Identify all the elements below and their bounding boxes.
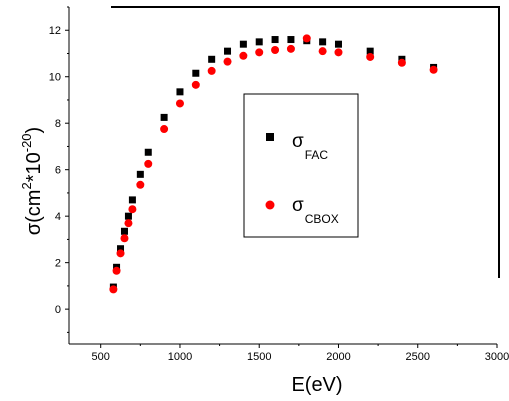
data-point-circle xyxy=(207,66,216,75)
data-point-square xyxy=(136,170,144,178)
data-points xyxy=(109,34,438,294)
legend-marker-cbox xyxy=(265,200,275,210)
data-point-circle xyxy=(255,48,264,57)
legend-marker-fac xyxy=(266,133,274,141)
data-point-square xyxy=(144,148,152,156)
data-point-circle xyxy=(175,99,184,108)
data-point-square xyxy=(124,212,132,220)
data-point-square xyxy=(239,40,247,48)
data-point-circle xyxy=(334,48,343,57)
data-point-square xyxy=(120,227,128,235)
data-point-circle xyxy=(318,47,327,56)
data-point-square xyxy=(287,36,295,44)
data-point-circle xyxy=(239,51,248,60)
data-point-circle xyxy=(366,52,375,61)
data-point-square xyxy=(176,88,184,96)
y-axis-label: σ(cm2*10-20) xyxy=(19,127,45,235)
series-cbox xyxy=(109,34,438,294)
data-point-circle xyxy=(128,205,137,214)
legend-subscript-fac: FAC xyxy=(305,148,329,162)
data-point-circle xyxy=(429,65,438,74)
x-axis-label: E(eV) xyxy=(291,374,342,396)
x-tick-label: 1500 xyxy=(247,351,271,363)
data-point-square xyxy=(128,196,136,204)
data-point-square xyxy=(366,47,374,55)
x-tick-label: 1000 xyxy=(168,351,192,363)
y-axis-label-suffix: ) xyxy=(23,127,45,134)
y-tick-label: 4 xyxy=(55,211,61,223)
legend-subscript-cbox: CBOX xyxy=(305,212,339,226)
data-point-square xyxy=(271,36,279,44)
legend-label-fac: σFAC xyxy=(292,131,328,162)
data-point-square xyxy=(192,69,200,77)
data-point-square xyxy=(224,47,232,55)
data-point-circle xyxy=(144,159,153,168)
data-point-circle xyxy=(124,219,133,228)
data-point-circle xyxy=(286,44,295,53)
data-point-circle xyxy=(302,34,311,43)
data-point-circle xyxy=(223,57,232,66)
data-point-circle xyxy=(271,45,280,54)
x-tick-label: 3000 xyxy=(485,351,509,363)
y-tick-label: 10 xyxy=(49,72,61,84)
data-point-circle xyxy=(191,80,200,89)
data-point-square xyxy=(319,38,327,46)
x-tick-label: 2000 xyxy=(326,351,350,363)
data-point-square xyxy=(334,40,342,48)
y-tick-label: 12 xyxy=(49,25,61,37)
y-axis-label-sup1: 2 xyxy=(19,182,34,189)
y-tick-label: 2 xyxy=(55,258,61,270)
data-point-circle xyxy=(397,58,406,67)
data-point-square xyxy=(255,38,263,46)
y-tick-label: 8 xyxy=(55,118,61,130)
data-point-circle xyxy=(116,249,125,258)
legend-symbol-fac: σ xyxy=(292,131,304,152)
x-tick-label: 2500 xyxy=(405,351,429,363)
data-point-circle xyxy=(120,234,129,243)
y-axis-label-mid: *10 xyxy=(23,152,45,182)
legend-label-cbox: σCBOX xyxy=(292,195,339,226)
y-axis-label-prefix: σ(cm xyxy=(23,190,45,236)
data-point-circle xyxy=(160,125,169,134)
x-axis: 500 1000 1500 2000 2500 3000 xyxy=(92,344,509,363)
data-point-circle xyxy=(136,180,145,189)
y-axis: 0 2 4 6 8 10 12 xyxy=(49,6,69,333)
y-tick-label: 6 xyxy=(55,165,61,177)
y-tick-label: 0 xyxy=(55,304,61,316)
data-point-square xyxy=(117,245,125,253)
legend-symbol-cbox: σ xyxy=(292,195,304,216)
data-point-circle xyxy=(109,285,118,294)
legend: σFAC σCBOX xyxy=(243,93,359,238)
legend-box xyxy=(243,93,359,238)
data-point-square xyxy=(160,113,168,121)
data-point-circle xyxy=(112,266,121,275)
data-point-square xyxy=(208,55,216,63)
x-tick-label: 500 xyxy=(92,351,110,363)
y-axis-label-sup2: -20 xyxy=(19,133,34,152)
